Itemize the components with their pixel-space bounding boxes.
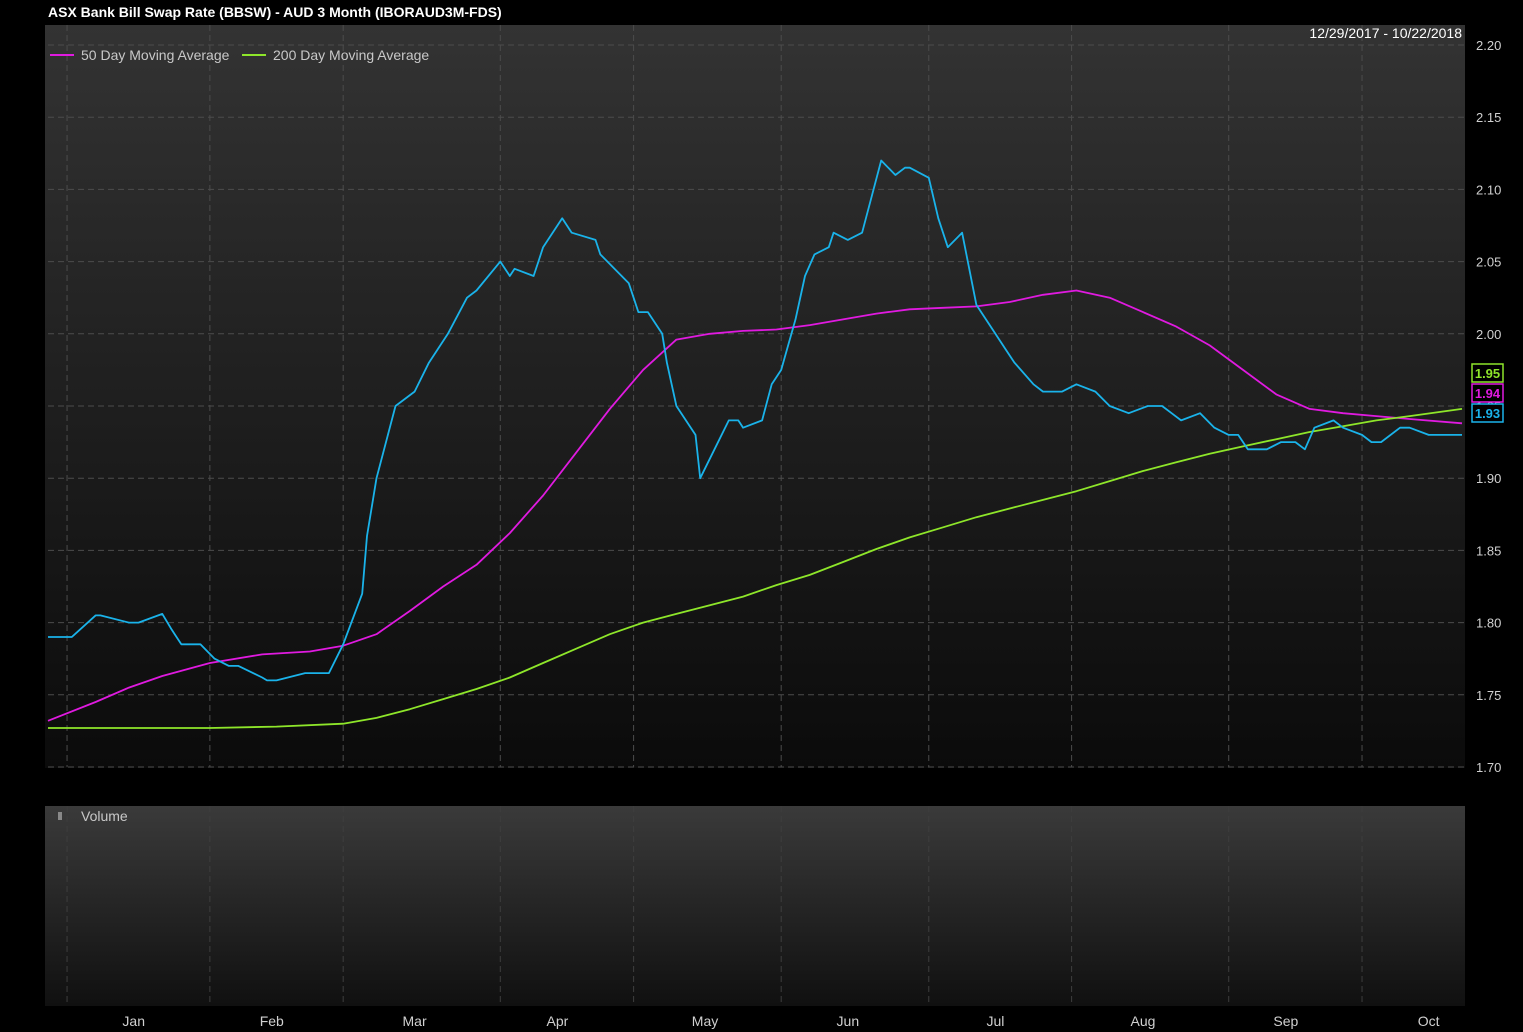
y-tick-label: 1.70 — [1476, 760, 1501, 775]
x-tick-label: Feb — [260, 1013, 284, 1029]
series-layer — [47, 159, 1463, 729]
x-tick-label: Oct — [1418, 1013, 1440, 1029]
price-line — [48, 159, 1462, 682]
legend-label-50-day: 50 Day Moving Average — [81, 47, 230, 63]
volume-icon — [58, 812, 62, 820]
volume-label: Volume — [81, 808, 128, 824]
y-tick-label: 1.80 — [1476, 616, 1501, 631]
y-tick-label: 2.20 — [1476, 38, 1501, 53]
y-tick-label: 2.10 — [1476, 182, 1501, 197]
x-tick-label: Sep — [1273, 1013, 1298, 1029]
last-value-box — [1471, 383, 1504, 403]
legend-label-200-day: 200 Day Moving Average — [273, 47, 429, 63]
x-tick-label: Jun — [837, 1013, 860, 1029]
last-value-labels: 1.95 1.94 1.93 — [1471, 363, 1504, 423]
volume-panel — [45, 806, 1465, 1006]
last-value-text: 1.94 — [1475, 386, 1501, 401]
x-tick-label: Aug — [1131, 1013, 1156, 1029]
legend: 50 Day Moving Average 200 Day Moving Ave… — [50, 47, 429, 63]
date-range: 12/29/2017 - 10/22/2018 — [1309, 25, 1462, 41]
x-tick-label: May — [692, 1013, 718, 1029]
ma200-line — [48, 408, 1463, 729]
y-tick-label: 1.85 — [1476, 543, 1501, 558]
last-value-box — [1471, 363, 1504, 383]
chart-title: ASX Bank Bill Swap Rate (BBSW) - AUD 3 M… — [48, 4, 502, 20]
x-axis: Jan Feb Mar Apr May Jun Jul Aug Sep Oct — [66, 806, 1440, 1029]
y-tick-label: 2.00 — [1476, 327, 1501, 342]
y-tick-label: 2.05 — [1476, 255, 1501, 270]
last-value-text: 1.95 — [1475, 366, 1500, 381]
y-tick-label: 1.90 — [1476, 471, 1501, 486]
last-value-text: 1.93 — [1475, 406, 1500, 421]
x-tick-label: Jan — [122, 1013, 145, 1029]
volume-header: Volume — [58, 808, 128, 824]
plot-area — [45, 25, 1465, 768]
x-tick-label: Mar — [403, 1013, 427, 1029]
grid-lines — [48, 25, 1465, 768]
x-tick-label: Apr — [547, 1013, 569, 1029]
y-tick-label: 1.75 — [1476, 688, 1501, 703]
ma50-line — [47, 289, 1463, 722]
last-value-box — [1471, 403, 1504, 423]
y-tick-label: 2.15 — [1476, 110, 1501, 125]
x-tick-label: Jul — [986, 1013, 1004, 1029]
